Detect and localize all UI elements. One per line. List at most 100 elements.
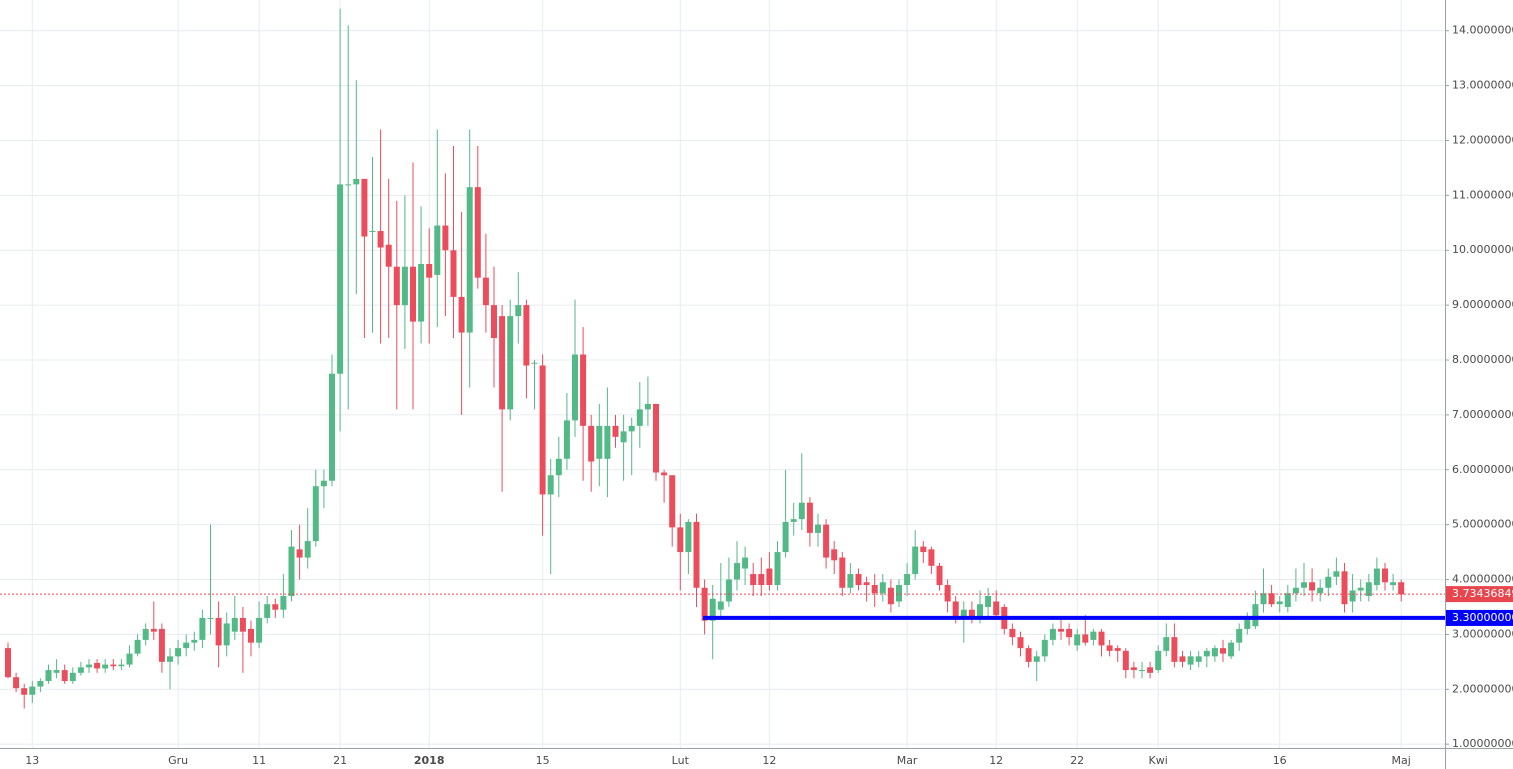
candle-body: [855, 574, 862, 586]
candle-body: [272, 604, 279, 610]
candle-body: [693, 521, 700, 588]
candle: [612, 414, 619, 448]
candle: [774, 541, 781, 591]
candle-body: [1244, 617, 1251, 629]
candle-body: [620, 431, 627, 443]
candle: [596, 403, 603, 487]
candle-body: [377, 231, 384, 248]
candle: [1098, 628, 1105, 657]
candle-body: [13, 677, 20, 689]
candle: [1066, 623, 1073, 646]
candle-body: [750, 574, 757, 586]
candle: [1398, 579, 1405, 602]
candle-body: [1187, 656, 1194, 665]
candle: [377, 129, 384, 344]
candle: [434, 129, 441, 328]
candle-body: [806, 502, 813, 533]
candle: [766, 552, 773, 591]
candle: [531, 360, 538, 410]
candle-body: [1163, 637, 1170, 651]
candle: [1122, 648, 1129, 679]
candle: [280, 574, 287, 618]
candle: [45, 664, 52, 684]
candle-body: [766, 568, 773, 586]
x-tick-label: Kwi: [1149, 754, 1168, 767]
candle: [1301, 563, 1307, 596]
candle: [426, 228, 433, 344]
candle-body: [1155, 650, 1162, 671]
candle-body: [588, 425, 595, 462]
candle: [482, 233, 489, 333]
candle-body: [717, 601, 724, 610]
candle-body: [21, 688, 28, 695]
y-tick-label: 12.00000000: [1452, 133, 1513, 146]
candle-body: [993, 601, 1000, 616]
candle: [912, 530, 919, 580]
x-tick-label: Gru: [168, 754, 188, 767]
candle-body: [1041, 639, 1048, 657]
candle-body: [401, 266, 408, 306]
candle: [1009, 623, 1016, 646]
candle: [361, 178, 368, 339]
candle: [1309, 568, 1316, 602]
candle: [1041, 634, 1048, 662]
candle: [717, 563, 724, 618]
x-tick-label: Mar: [897, 754, 918, 767]
candle: [1187, 650, 1194, 671]
candle-body: [1114, 648, 1121, 651]
candle: [709, 585, 716, 660]
candle-body: [968, 609, 975, 618]
candle: [1171, 623, 1178, 668]
candle-body: [1228, 642, 1235, 657]
candle-body: [474, 187, 481, 278]
candle: [248, 620, 254, 657]
candle: [693, 513, 700, 607]
candle-body: [1017, 637, 1024, 649]
candle-body: [175, 648, 182, 657]
candle-body: [653, 403, 659, 473]
candle: [1058, 617, 1064, 640]
candle-body: [158, 628, 165, 662]
candle-body: [879, 582, 886, 594]
candle-body: [1357, 587, 1364, 591]
candle-body: [69, 672, 76, 682]
candle: [863, 576, 870, 602]
candle-body: [612, 425, 619, 437]
candle: [806, 497, 813, 547]
candle: [1082, 615, 1089, 646]
candle-body: [1098, 631, 1105, 646]
candle: [798, 453, 805, 531]
candle: [1211, 645, 1218, 662]
candle: [369, 156, 376, 333]
candle: [701, 579, 708, 635]
candle: [944, 579, 951, 613]
candle: [474, 145, 481, 289]
candle: [1260, 568, 1267, 613]
y-tick-label: 13.00000000: [1452, 79, 1513, 92]
candle: [750, 563, 757, 596]
candle: [150, 601, 157, 640]
candle-body: [1106, 645, 1113, 651]
x-tick-label: Lut: [672, 754, 690, 767]
candle: [653, 403, 659, 481]
y-tick-label: 9.00000000: [1452, 298, 1513, 311]
candle-body: [369, 231, 376, 233]
candle: [725, 557, 732, 607]
candle: [175, 639, 182, 665]
candle: [304, 508, 311, 569]
candle: [1341, 563, 1348, 613]
candle: [1236, 623, 1243, 651]
candle-body: [604, 425, 611, 459]
candle-body: [701, 587, 708, 621]
candle-body: [685, 521, 692, 553]
price-label: 3.30000000: [1452, 611, 1513, 624]
candle-body: [215, 617, 222, 646]
candle-body: [491, 305, 497, 339]
candle: [69, 667, 76, 684]
candle-body: [896, 585, 902, 602]
candle: [458, 211, 465, 415]
candle-body: [847, 574, 854, 588]
candle: [685, 519, 692, 575]
candle: [604, 387, 611, 498]
